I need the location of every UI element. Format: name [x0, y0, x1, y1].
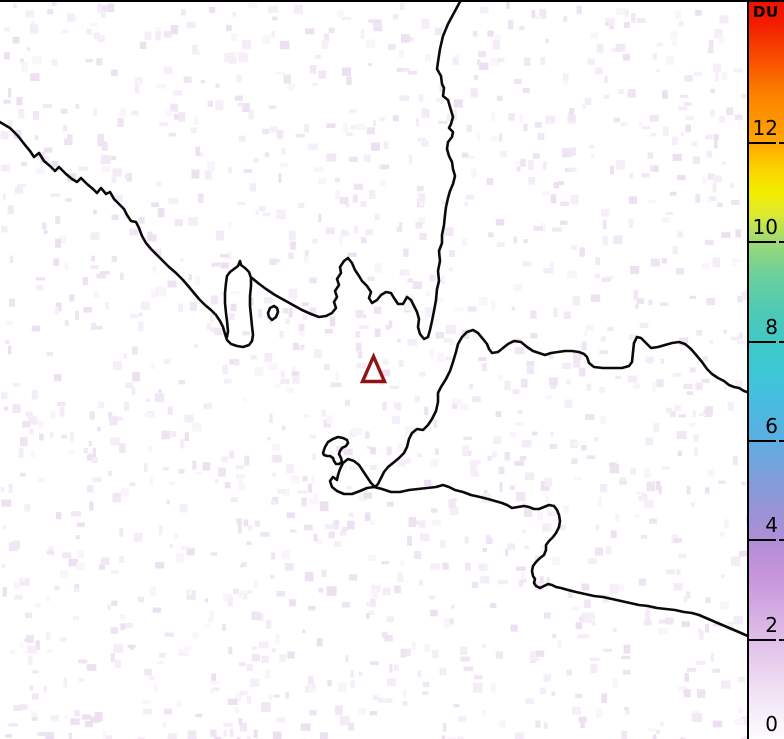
colorbar-tick-label: 8: [765, 315, 778, 339]
map-frame-top-border: [0, 0, 784, 2]
colorbar-tick: [779, 241, 784, 243]
colorbar-tick: [779, 142, 784, 144]
colorbar-tick-label: 4: [765, 513, 778, 537]
colorbar-tick-label: 12: [752, 116, 778, 140]
colorbar-tick: [749, 539, 776, 541]
colorbar-tick: [749, 142, 776, 144]
background-noise-layer: [0, 0, 747, 739]
map-canvas: [0, 0, 747, 739]
colorbar-unit-label: DU: [753, 3, 779, 21]
colorbar-tick: [779, 639, 784, 641]
colorbar-tick: [779, 341, 784, 343]
coastline-path: [250, 0, 463, 341]
colorbar-tick: [749, 341, 776, 343]
coastline-path: [0, 120, 255, 349]
colorbar-tick: [779, 539, 784, 541]
coastline-path: [328, 328, 747, 638]
island-outline: [321, 435, 350, 466]
coastline-layer: [0, 0, 747, 638]
colorbar-tick-label: 2: [765, 613, 778, 637]
colorbar: DU 12 10 8 6 4 2 0: [747, 0, 784, 739]
colorbar-tick: [749, 440, 776, 442]
colorbar-tick-label: 6: [765, 414, 778, 438]
colorbar-tick: [779, 440, 784, 442]
volcano-triangle-marker: [359, 352, 388, 384]
island-layer: [266, 304, 350, 466]
colorbar-gradient: [749, 0, 784, 739]
colorbar-tick-label: 10: [752, 215, 778, 239]
colorbar-tick: [749, 241, 776, 243]
colorbar-tick-label: 0: [765, 712, 778, 736]
colorbar-tick: [749, 639, 776, 641]
island-outline: [266, 304, 280, 322]
